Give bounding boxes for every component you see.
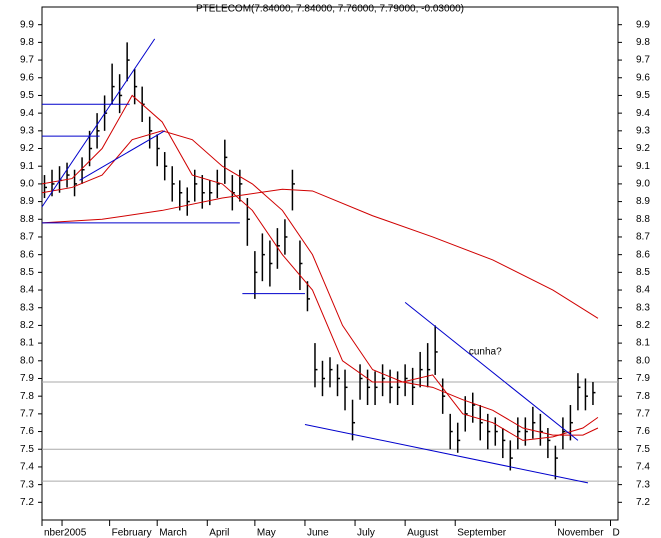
y-tick-label: 9.2	[20, 143, 34, 154]
y-tick-label-right: 9.3	[636, 125, 650, 136]
y-tick-label: 8.6	[20, 249, 34, 260]
x-tick-label: March	[159, 528, 187, 538]
y-tick-label: 7.5	[20, 444, 34, 455]
y-tick-label-right: 8.6	[636, 249, 650, 260]
y-tick-label: 9.1	[20, 161, 34, 172]
y-tick-label: 8.5	[20, 267, 34, 278]
y-tick-label: 8.4	[20, 285, 34, 296]
y-tick-label: 9.5	[20, 90, 34, 101]
y-tick-label-right: 9.9	[636, 19, 650, 30]
trend-line	[404, 302, 579, 441]
y-tick-label-right: 8.7	[636, 232, 650, 243]
chart-title: PTELECOM(7.84000, 7.84000, 7.76000, 7.79…	[196, 4, 464, 15]
y-tick-label-right: 9.1	[636, 161, 650, 172]
trend-line	[304, 423, 589, 484]
y-tick-label: 7.6	[20, 426, 34, 437]
x-tick-label: July	[357, 528, 375, 538]
y-tick-label-right: 9.2	[636, 143, 650, 154]
plot-frame	[41, 6, 619, 521]
x-tick-label: May	[257, 528, 276, 538]
y-tick-label-right: 7.3	[636, 479, 650, 490]
y-tick-label-right: 7.6	[636, 426, 650, 437]
y-tick-label-right: 7.7	[636, 409, 650, 420]
y-tick-label: 8.7	[20, 232, 34, 243]
x-tick-label: D	[612, 528, 619, 538]
y-tick-label-right: 8.9	[636, 196, 650, 207]
x-tick-label: nber	[44, 528, 65, 538]
y-tick-label-right: 9.5	[636, 90, 650, 101]
y-tick-label: 7.8	[20, 391, 34, 402]
y-tick-label: 8.0	[20, 355, 34, 366]
y-tick-label-right: 8.3	[636, 302, 650, 313]
trend-line	[79, 130, 165, 181]
moving-average	[41, 130, 599, 436]
y-tick-label-right: 7.9	[636, 373, 650, 384]
y-tick-label-right: 9.6	[636, 72, 650, 83]
y-tick-label: 7.3	[20, 479, 34, 490]
y-tick-label: 7.9	[20, 373, 34, 384]
y-tick-label: 9.0	[20, 179, 34, 190]
y-tick-label-right: 8.8	[636, 214, 650, 225]
y-tick-label-right: 7.2	[636, 497, 650, 508]
y-tick-label: 9.4	[20, 108, 34, 119]
x-tick-label: June	[307, 528, 329, 538]
y-tick-label-right: 8.5	[636, 267, 650, 278]
trend-line	[41, 38, 156, 208]
y-tick-label: 7.7	[20, 409, 34, 420]
y-tick-label-right: 8.2	[636, 320, 650, 331]
x-tick-label: August	[407, 528, 438, 538]
y-tick-label-right: 9.0	[636, 179, 650, 190]
x-tick-label: April	[209, 528, 229, 538]
y-tick-label-right: 8.0	[636, 355, 650, 366]
x-tick-label: September	[457, 528, 507, 538]
y-tick-label: 9.9	[20, 19, 34, 30]
y-tick-label: 9.6	[20, 72, 34, 83]
x-tick-label: 2005	[64, 528, 87, 538]
moving-average	[41, 188, 599, 319]
x-tick-label: February	[112, 528, 152, 538]
y-tick-label-right: 7.8	[636, 391, 650, 402]
moving-average	[41, 94, 599, 441]
y-tick-label: 9.8	[20, 37, 34, 48]
y-tick-label: 8.2	[20, 320, 34, 331]
y-tick-label-right: 9.7	[636, 55, 650, 66]
y-tick-label: 8.9	[20, 196, 34, 207]
y-tick-label: 8.3	[20, 302, 34, 313]
x-tick-label: November	[557, 528, 604, 538]
y-tick-label: 8.8	[20, 214, 34, 225]
y-tick-label: 9.7	[20, 55, 34, 66]
y-tick-label-right: 8.4	[636, 285, 650, 296]
y-tick-label: 8.1	[20, 338, 34, 349]
y-tick-label: 7.2	[20, 497, 34, 508]
y-tick-label-right: 7.4	[636, 462, 650, 473]
y-tick-label-right: 8.1	[636, 338, 650, 349]
y-tick-label: 9.3	[20, 125, 34, 136]
y-tick-label-right: 7.5	[636, 444, 650, 455]
y-tick-label-right: 9.8	[636, 37, 650, 48]
y-tick-label: 7.4	[20, 462, 34, 473]
y-tick-label-right: 9.4	[636, 108, 650, 119]
annotation: cunha?	[469, 347, 502, 358]
